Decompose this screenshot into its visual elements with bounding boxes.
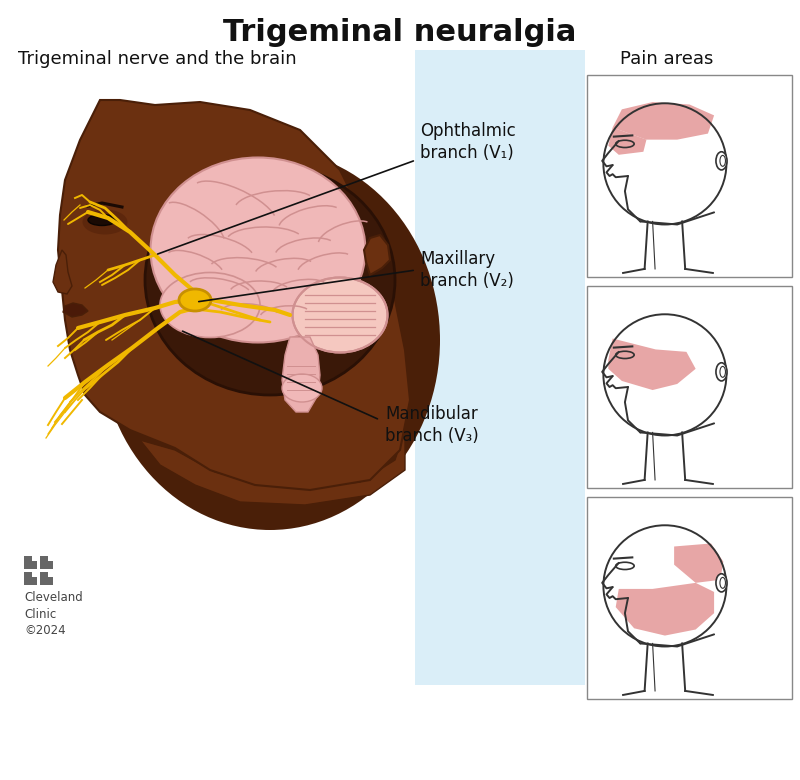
Bar — [587, 497, 792, 699]
Ellipse shape — [179, 289, 211, 311]
Text: Trigeminal neuralgia: Trigeminal neuralgia — [223, 18, 577, 47]
Polygon shape — [58, 100, 410, 490]
Ellipse shape — [150, 158, 366, 342]
Polygon shape — [282, 337, 320, 412]
Text: Cleveland
Clinic
©2024: Cleveland Clinic ©2024 — [24, 591, 82, 637]
Polygon shape — [613, 102, 714, 140]
Ellipse shape — [88, 215, 116, 225]
Polygon shape — [140, 430, 405, 505]
Ellipse shape — [160, 272, 260, 338]
Ellipse shape — [282, 374, 322, 402]
FancyBboxPatch shape — [48, 572, 53, 577]
Bar — [587, 286, 792, 488]
Ellipse shape — [716, 152, 727, 170]
Text: Maxillary
branch (V₂): Maxillary branch (V₂) — [420, 250, 514, 290]
FancyBboxPatch shape — [40, 556, 53, 569]
Text: Pain areas: Pain areas — [620, 50, 714, 68]
Text: Trigeminal nerve and the brain: Trigeminal nerve and the brain — [18, 50, 297, 68]
Polygon shape — [608, 339, 696, 390]
Ellipse shape — [145, 165, 395, 395]
Polygon shape — [616, 583, 714, 636]
Ellipse shape — [716, 363, 727, 381]
Text: Mandibular
branch (V₃): Mandibular branch (V₃) — [385, 405, 478, 445]
FancyBboxPatch shape — [24, 556, 37, 569]
FancyBboxPatch shape — [32, 572, 37, 577]
Bar — [587, 75, 792, 277]
Ellipse shape — [716, 574, 727, 592]
FancyBboxPatch shape — [32, 556, 37, 561]
Text: Ophthalmic
branch (V₁): Ophthalmic branch (V₁) — [420, 122, 516, 162]
FancyBboxPatch shape — [40, 572, 53, 585]
FancyBboxPatch shape — [24, 572, 37, 585]
Ellipse shape — [100, 150, 440, 530]
Polygon shape — [364, 235, 390, 275]
FancyBboxPatch shape — [48, 556, 53, 561]
Polygon shape — [63, 303, 88, 317]
Ellipse shape — [293, 278, 387, 353]
Bar — [415, 50, 585, 685]
Polygon shape — [608, 127, 646, 154]
Polygon shape — [674, 544, 723, 583]
Ellipse shape — [82, 210, 127, 235]
Polygon shape — [53, 250, 72, 294]
